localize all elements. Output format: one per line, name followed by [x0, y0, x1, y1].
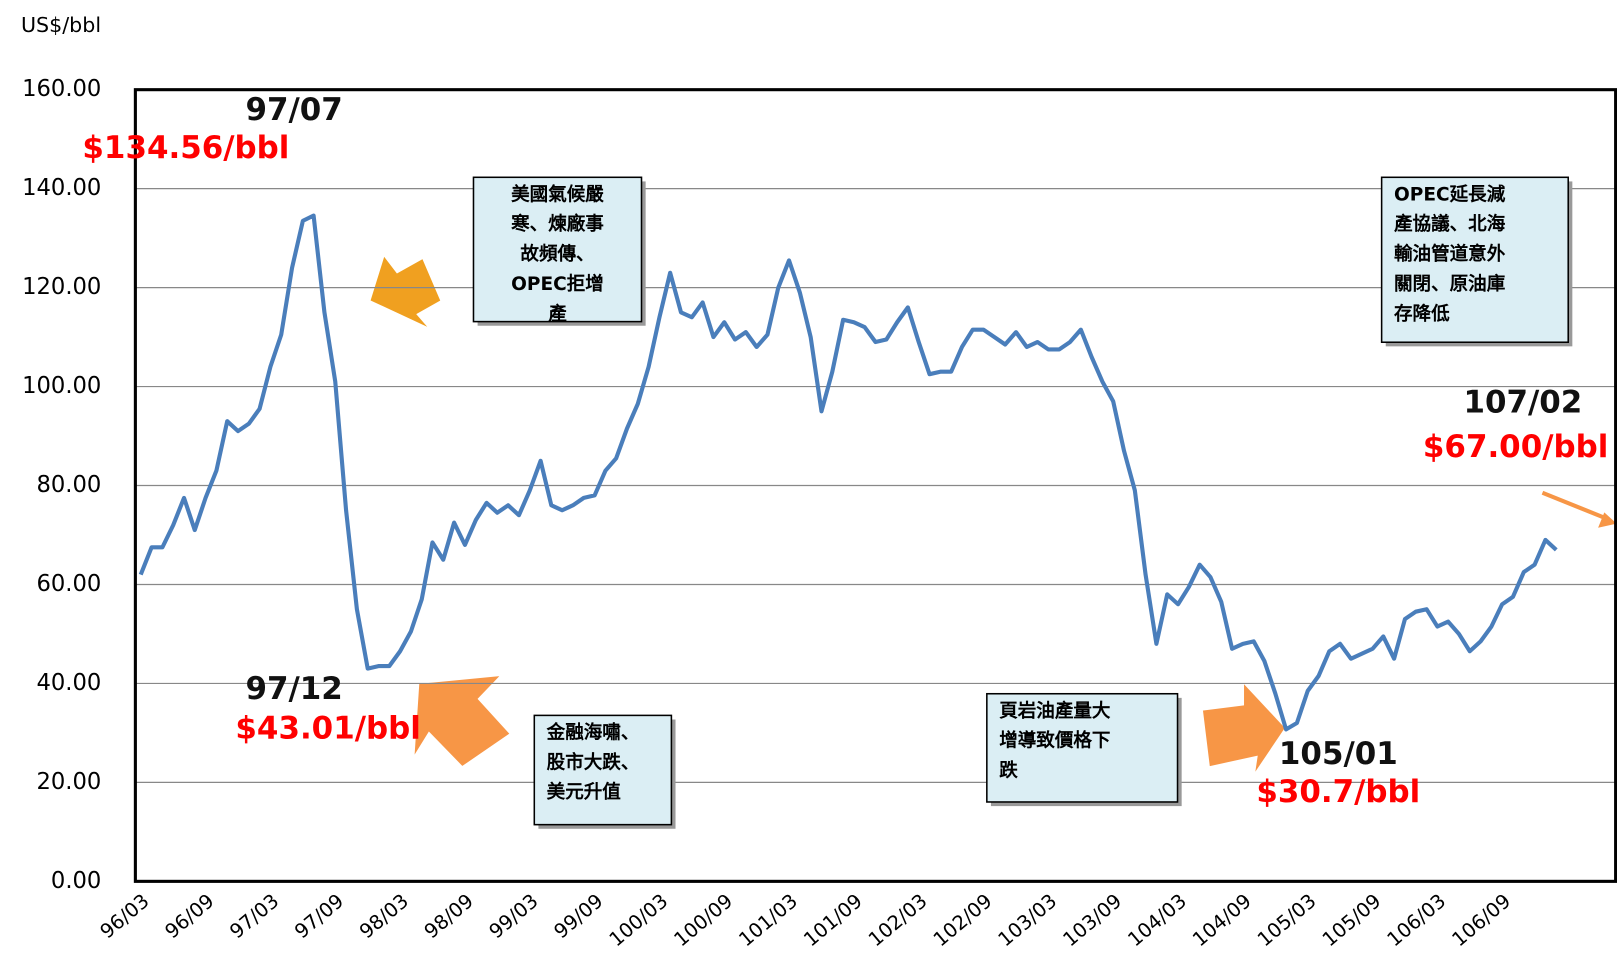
annotation-date: 97/12 — [245, 671, 342, 707]
x-tick-label: 98/09 — [420, 889, 478, 943]
x-tick-label: 97/03 — [225, 889, 283, 943]
note-box — [1380, 176, 1569, 344]
x-tick-label: 96/09 — [161, 889, 219, 943]
note-text: 寒、煉廠事 — [510, 213, 604, 235]
x-tick-label: 105/03 — [1253, 889, 1321, 951]
x-tick-label: 101/09 — [799, 889, 867, 951]
note-text: 產 — [548, 303, 567, 325]
x-tick-label: 96/03 — [96, 889, 154, 943]
x-tick-label: 102/03 — [864, 889, 932, 951]
y-tick-label: 160.00 — [22, 76, 101, 102]
arrow — [1541, 490, 1608, 521]
annotation-date: 97/07 — [245, 92, 342, 128]
x-tick-label: 105/09 — [1318, 889, 1386, 951]
note-text: OPEC拒增 — [511, 273, 604, 295]
arrows — [368, 252, 1617, 780]
arrow — [1199, 676, 1289, 780]
note-box — [533, 714, 673, 826]
y-tick-label: 40.00 — [36, 670, 101, 696]
note-text: 產協議、北海 — [1394, 213, 1506, 235]
y-tick-label: 120.00 — [22, 274, 101, 300]
x-tick-label: 106/03 — [1383, 889, 1451, 951]
x-tick-label: 104/03 — [1123, 889, 1191, 951]
x-tick-label: 99/03 — [485, 889, 543, 943]
x-tick-label: 101/03 — [734, 889, 802, 951]
x-tick-label: 98/03 — [355, 889, 413, 943]
y-tick-label: 20.00 — [36, 769, 101, 795]
x-tick-label: 106/09 — [1448, 889, 1516, 951]
annotation-price: $67.00/bbl — [1423, 429, 1608, 465]
y-tick-label: 80.00 — [36, 472, 101, 498]
note-text: 金融海嘯、 — [546, 721, 640, 743]
y-tick-label: 140.00 — [22, 175, 101, 201]
x-tick-label: 97/09 — [290, 889, 348, 943]
note-text: 跌 — [999, 760, 1018, 782]
x-tick-label: 103/03 — [994, 889, 1062, 951]
annotation-date: 107/02 — [1463, 385, 1582, 421]
note-text: 故頻傳、 — [520, 243, 594, 265]
note-text: OPEC延長減 — [1394, 183, 1506, 205]
note-text: 關閉、原油庫 — [1394, 273, 1506, 295]
arrow — [368, 252, 443, 331]
annotation-price: $134.56/bbl — [82, 130, 289, 166]
note-text: 頁岩油產量大 — [999, 700, 1111, 722]
note-text: 美國氣候嚴 — [511, 183, 604, 205]
x-tick-label: 102/09 — [929, 889, 997, 951]
y-tick-label: 60.00 — [36, 571, 101, 597]
arrow-head — [1598, 512, 1617, 528]
note-box — [472, 176, 643, 323]
note-text: 存降低 — [1394, 303, 1450, 325]
x-tick-label: 100/09 — [670, 889, 738, 951]
annotation-price: $30.7/bbl — [1256, 774, 1420, 810]
note-text: 增導致價格下 — [999, 730, 1110, 752]
y-tick-label: 100.00 — [22, 373, 101, 399]
note-box — [986, 692, 1179, 803]
annotation-price: $43.01/bbl — [235, 710, 420, 746]
y-unit: US$/bbl — [21, 13, 101, 37]
annotation-date: 105/01 — [1279, 736, 1398, 772]
x-tick-label: 100/03 — [605, 889, 673, 951]
note-text: 輸油管道意外 — [1394, 243, 1506, 265]
x-tick-label: 99/09 — [550, 889, 608, 943]
x-tick-label: 104/09 — [1188, 889, 1256, 951]
price-line — [138, 213, 1558, 732]
y-tick-label: 0.00 — [51, 868, 101, 894]
note-text: 股市大跌、 — [546, 751, 640, 773]
plot-frame — [133, 88, 1617, 883]
note-text: 美元升值 — [547, 781, 622, 803]
arrow — [411, 672, 514, 770]
x-tick-label: 103/09 — [1059, 889, 1127, 951]
